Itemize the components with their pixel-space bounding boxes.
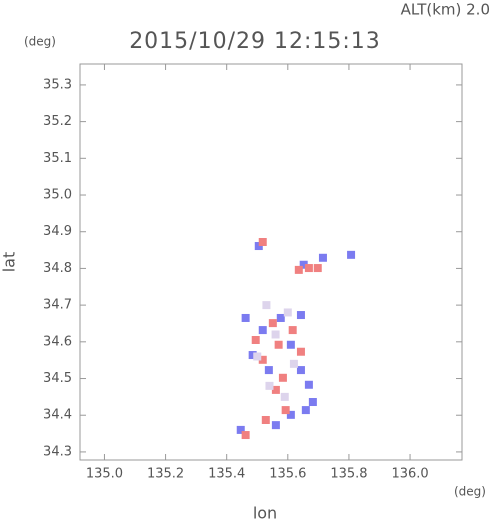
radar-cell <box>304 264 313 273</box>
y-tick-label: 34.8 <box>43 261 72 276</box>
radar-cell <box>248 351 257 360</box>
y-tick-label: 35.2 <box>43 114 72 129</box>
radar-cell <box>286 410 295 419</box>
radar-cell <box>289 359 298 368</box>
radar-cell <box>271 385 280 394</box>
y-tick-label: 34.7 <box>43 298 72 313</box>
radar-cell <box>258 326 267 335</box>
radar-cell <box>286 340 295 349</box>
radar-cell <box>258 355 267 364</box>
radar-cell <box>274 340 283 349</box>
x-tick-label: 135.4 <box>208 467 245 482</box>
x-tick-label: 135.6 <box>269 467 306 482</box>
radar-cell <box>308 398 317 407</box>
radar-cell <box>253 352 262 361</box>
y-tick-label: 35.0 <box>43 188 72 203</box>
radar-cell <box>261 415 270 424</box>
radar-cell <box>265 381 274 390</box>
radar-cell <box>264 366 273 375</box>
radar-cell <box>280 392 289 401</box>
plot-frame <box>79 63 463 461</box>
y-tick-label: 34.4 <box>43 408 72 423</box>
radar-cell <box>304 380 313 389</box>
chart-title: 2015/10/29 12:15:13 <box>129 29 381 54</box>
radar-cell <box>278 373 287 382</box>
radar-cell <box>271 421 280 430</box>
radar-cell <box>241 313 250 322</box>
radar-cell <box>236 425 245 434</box>
y-tick-label: 34.6 <box>43 334 72 349</box>
radar-cell <box>294 265 303 274</box>
radar-cell <box>254 242 263 251</box>
radar-cell <box>271 330 280 339</box>
radar-cell <box>241 431 250 440</box>
radar-cell <box>283 308 292 317</box>
radar-cell <box>258 237 267 246</box>
x-axis-label: lon <box>253 504 277 522</box>
radar-cell <box>296 347 305 356</box>
x-unit: (deg) <box>454 485 486 499</box>
radar-cell <box>347 250 356 259</box>
y-unit: (deg) <box>24 35 56 49</box>
x-tick-label: 135.8 <box>330 467 367 482</box>
radar-cell <box>281 406 290 415</box>
radar-cell <box>301 406 310 415</box>
radar-cell <box>296 311 305 320</box>
radar-cell <box>296 366 305 375</box>
radar-cell <box>262 301 271 310</box>
y-tick-label: 34.3 <box>43 444 72 459</box>
x-tick-label: 135.2 <box>147 467 184 482</box>
y-tick-label: 34.9 <box>43 224 72 239</box>
radar-cell <box>268 319 277 328</box>
radar-cell <box>299 260 308 269</box>
y-tick-label: 34.5 <box>43 371 72 386</box>
x-tick-label: 135.0 <box>86 467 123 482</box>
y-tick-label: 35.1 <box>43 151 72 166</box>
altitude: ALT(km) 2.0 <box>401 1 490 19</box>
radar-cell <box>251 335 260 344</box>
radar-cell <box>276 313 285 322</box>
radar-cell <box>288 326 297 335</box>
radar-cell <box>313 264 322 273</box>
y-axis-label: lat <box>0 252 19 273</box>
y-tick-label: 35.3 <box>43 77 72 92</box>
x-tick-label: 136.0 <box>391 467 428 482</box>
radar-cell <box>318 253 327 262</box>
